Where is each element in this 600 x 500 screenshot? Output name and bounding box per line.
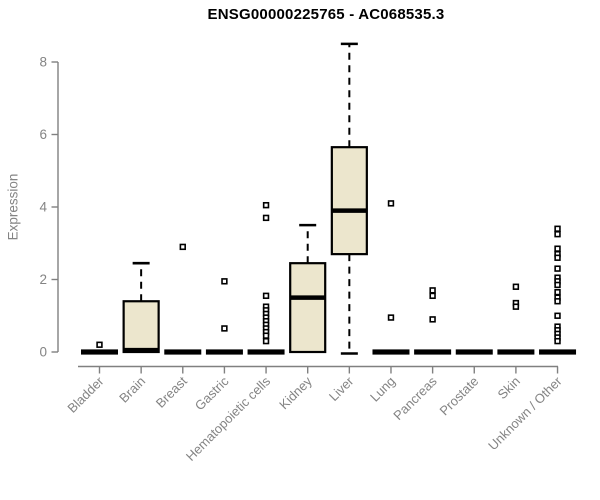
box-kidney bbox=[289, 223, 327, 354]
box-hematopoietic-cells bbox=[247, 201, 285, 355]
box-breast bbox=[164, 243, 202, 355]
outlier-point bbox=[429, 287, 436, 294]
outlier-point bbox=[554, 288, 561, 296]
svg-text:Kidney: Kidney bbox=[276, 373, 315, 412]
outlier-point bbox=[554, 245, 561, 252]
outlier-point bbox=[554, 254, 561, 261]
outlier-point bbox=[221, 278, 228, 285]
outlier-point bbox=[512, 283, 520, 290]
svg-text:Liver: Liver bbox=[326, 373, 357, 404]
outlier-point bbox=[554, 337, 561, 345]
box-liver bbox=[330, 42, 368, 355]
svg-text:Skin: Skin bbox=[495, 374, 523, 402]
outlier-point bbox=[554, 225, 561, 232]
outlier-point bbox=[387, 314, 395, 321]
svg-text:0: 0 bbox=[39, 345, 47, 360]
outlier-point bbox=[387, 200, 395, 207]
svg-text:Prostate: Prostate bbox=[437, 374, 482, 419]
svg-text:4: 4 bbox=[39, 200, 47, 215]
y-axis: 0 2 4 6 8 bbox=[39, 55, 59, 360]
box-lung bbox=[372, 200, 410, 355]
outlier-point bbox=[554, 298, 561, 305]
svg-text:Gastric: Gastric bbox=[192, 373, 232, 413]
box-unknown-other bbox=[539, 225, 577, 355]
svg-text:2: 2 bbox=[39, 272, 47, 287]
svg-text:Breast: Breast bbox=[153, 373, 190, 410]
box-gastric bbox=[205, 278, 243, 355]
outlier-point bbox=[262, 201, 270, 209]
outlier-point bbox=[262, 337, 270, 345]
outlier-point bbox=[262, 214, 270, 222]
outlier-point bbox=[262, 332, 270, 339]
outlier-point bbox=[96, 341, 103, 348]
box-prostate bbox=[455, 349, 493, 355]
box-skin bbox=[497, 283, 535, 355]
svg-text:6: 6 bbox=[39, 127, 47, 142]
svg-text:Pancreas: Pancreas bbox=[390, 373, 440, 423]
outlier-point bbox=[554, 281, 561, 289]
svg-text:8: 8 bbox=[39, 55, 47, 70]
box-bladder bbox=[81, 341, 118, 355]
outlier-point bbox=[554, 312, 561, 319]
outlier-point bbox=[512, 303, 520, 310]
chart-title: ENSG00000225765 - AC068535.3 bbox=[207, 6, 445, 23]
svg-text:Brain: Brain bbox=[116, 374, 148, 406]
outlier-point bbox=[554, 230, 561, 238]
outlier-point bbox=[429, 292, 436, 300]
outlier-point bbox=[179, 243, 186, 251]
svg-text:Lung: Lung bbox=[367, 374, 398, 405]
box-pancreas bbox=[414, 287, 452, 355]
outlier-point bbox=[262, 292, 270, 300]
outlier-point bbox=[221, 325, 228, 332]
outlier-point bbox=[554, 265, 561, 272]
svg-text:Unknown / Other: Unknown / Other bbox=[485, 373, 565, 453]
box-brain bbox=[122, 261, 160, 354]
svg-text:Bladder: Bladder bbox=[64, 373, 107, 416]
outlier-point bbox=[429, 316, 436, 323]
